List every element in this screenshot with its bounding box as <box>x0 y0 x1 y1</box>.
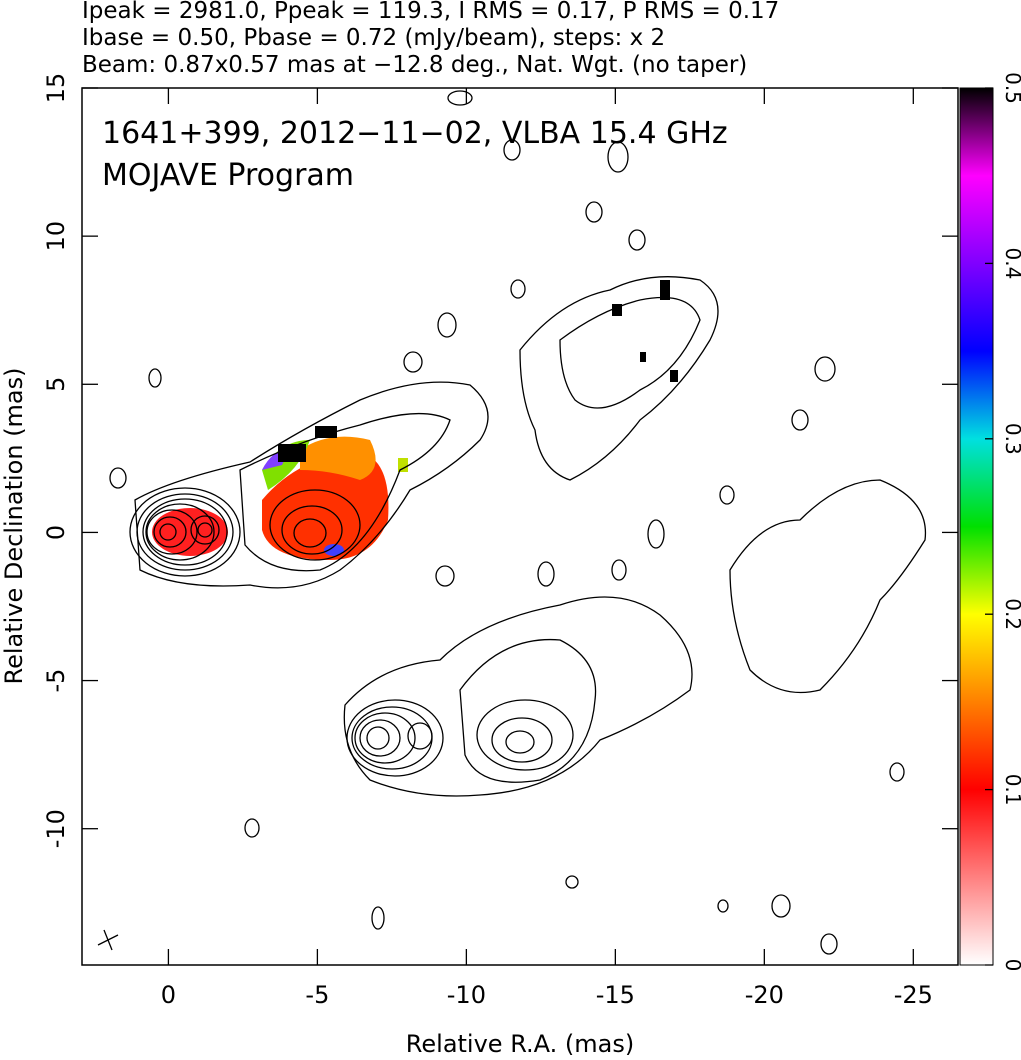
contour <box>889 762 905 782</box>
contour <box>585 201 603 223</box>
annotation: 1641+399, 2012−11−02, VLBA 15.4 GHz <box>102 116 728 151</box>
contour <box>565 875 579 889</box>
contour <box>510 279 526 299</box>
contour <box>820 933 838 955</box>
contour <box>505 730 535 754</box>
colorbar <box>959 87 994 966</box>
beam-marker <box>97 929 119 951</box>
contour <box>519 276 719 481</box>
pol-patch <box>670 370 678 382</box>
map <box>97 90 927 955</box>
contour <box>153 516 187 548</box>
x-tick-label: -15 <box>596 981 635 1009</box>
contour <box>359 719 401 757</box>
pol-patch <box>278 444 306 462</box>
contour <box>343 596 693 797</box>
contour <box>476 699 574 771</box>
title-line: Beam: 0.87x0.57 mas at −12.8 deg., Nat. … <box>82 52 747 78</box>
contour <box>437 312 457 338</box>
contour <box>729 479 927 694</box>
contour <box>559 296 701 409</box>
y-tick-label: 10 <box>42 221 70 252</box>
contour <box>145 503 215 561</box>
contour <box>351 706 433 770</box>
y-axis-label: Relative Declination (mas) <box>0 367 28 684</box>
y-tick-label: -5 <box>42 669 70 693</box>
contour <box>148 368 162 388</box>
pol-patch <box>612 304 622 316</box>
x-tick-label: -25 <box>894 981 933 1009</box>
pol-patch <box>398 458 408 472</box>
contour <box>197 522 213 538</box>
contour <box>281 505 343 555</box>
contour <box>407 722 433 750</box>
contour <box>607 141 629 173</box>
x-axis-label: Relative R.A. (mas) <box>406 1030 634 1058</box>
x-tick-label: -20 <box>745 981 784 1009</box>
contour <box>269 489 361 561</box>
pol-patch <box>324 544 344 556</box>
contour <box>190 515 220 545</box>
contour <box>628 229 646 251</box>
colorbar-tick-label: 0.5 <box>1001 72 1021 104</box>
y-tick-label: 5 <box>42 377 70 392</box>
y-tick-label: 15 <box>42 73 70 104</box>
contour <box>459 638 597 783</box>
colorbar-tick-label: 0.4 <box>1001 247 1021 279</box>
contour <box>717 899 729 913</box>
pol-patch <box>152 508 228 556</box>
contour <box>244 818 260 838</box>
contour <box>371 906 385 930</box>
contour <box>791 409 809 431</box>
annotation: MOJAVE Program <box>102 158 354 193</box>
x-tick-label: -5 <box>305 981 329 1009</box>
colorbar-tick-label: 0 <box>1001 959 1021 972</box>
pol-patch <box>315 426 337 438</box>
contour <box>814 356 836 382</box>
contour <box>239 412 451 572</box>
contour <box>447 90 473 106</box>
pol-patch <box>660 280 670 300</box>
colorbar-tick-label: 0.1 <box>1001 774 1021 806</box>
contour <box>366 726 390 750</box>
contour <box>109 467 127 489</box>
contours <box>97 90 927 955</box>
contour <box>293 518 327 548</box>
contour <box>159 523 177 541</box>
contour <box>771 894 791 918</box>
pol-patch <box>300 436 376 480</box>
pol-patch <box>640 352 646 362</box>
colorbar-tick-label: 0.2 <box>1001 598 1021 630</box>
contour <box>611 559 627 581</box>
title-line: Ipeak = 2981.0, Ppeak = 119.3, I RMS = 0… <box>82 0 779 24</box>
y-tick-label: 0 <box>42 525 70 540</box>
x-tick-label: 0 <box>161 981 176 1009</box>
contour <box>435 565 455 587</box>
title-line: Ibase = 0.50, Pbase = 0.72 (mJy/beam), s… <box>82 25 665 51</box>
contour <box>354 712 416 764</box>
contour <box>134 381 489 589</box>
contour <box>346 699 444 777</box>
x-tick-label: -10 <box>447 981 486 1009</box>
contour <box>647 519 665 549</box>
contour <box>491 717 553 763</box>
y-tick-label: -10 <box>42 809 70 848</box>
contour <box>129 487 241 577</box>
contour <box>537 561 555 587</box>
colorbar-tick-label: 0.3 <box>1001 423 1021 455</box>
contour <box>403 351 423 373</box>
plot-frame <box>81 87 959 966</box>
contour <box>146 509 198 555</box>
contour <box>719 485 735 505</box>
contour <box>142 498 228 566</box>
contour <box>503 139 521 161</box>
